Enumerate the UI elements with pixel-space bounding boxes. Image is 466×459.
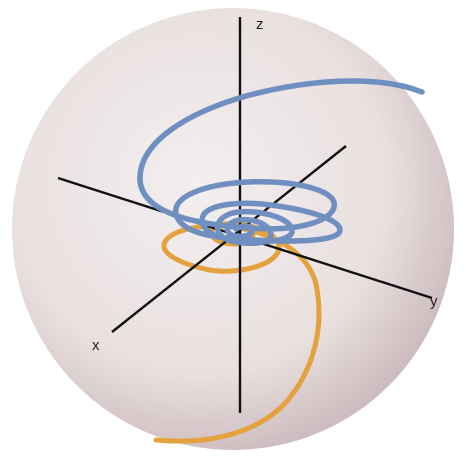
z-axis-label: z: [256, 16, 264, 33]
y-axis-label: y: [430, 293, 438, 310]
x-axis-label: x: [92, 337, 100, 354]
upper-spiral-curve: [137, 78, 425, 246]
